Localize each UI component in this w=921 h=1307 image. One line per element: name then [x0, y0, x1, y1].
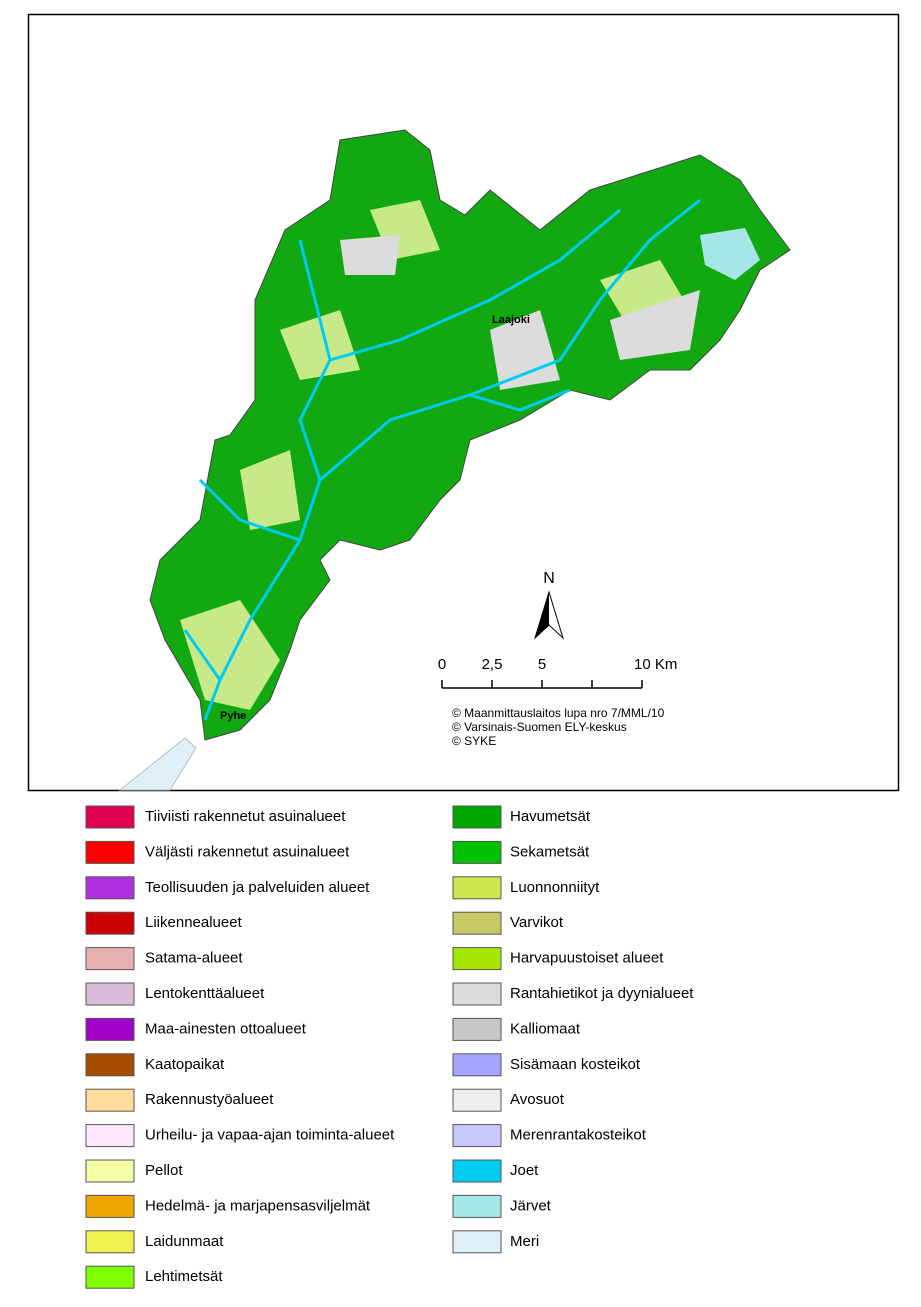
scale-label: 5 [538, 656, 546, 673]
legend-swatch [85, 1053, 135, 1077]
legend-swatch [452, 1088, 502, 1112]
legend-swatch [85, 1265, 135, 1289]
legend-swatch [85, 840, 135, 864]
legend-label: Harvapuustoiset alueet [510, 950, 664, 967]
legend-swatch [452, 1124, 502, 1148]
rivers [183, 198, 701, 721]
legend-swatch [85, 1159, 135, 1183]
legend-swatch [85, 982, 135, 1006]
legend-label: Sekametsät [510, 843, 590, 860]
legend-swatch [85, 805, 135, 829]
legend-label: Merenrantakosteikot [510, 1127, 647, 1144]
legend-swatch [452, 982, 502, 1006]
legend-swatch [452, 840, 502, 864]
legend-label: Meri [510, 1233, 539, 1250]
legend-label: Teollisuuden ja palveluiden alueet [145, 879, 370, 896]
legend-label: Luonnonniityt [510, 879, 600, 896]
legend-swatch [452, 1159, 502, 1183]
legend-label: Hedelmä- ja marjapensasviljelmät [145, 1197, 371, 1214]
legend-label: Väljästi rakennetut asuinalueet [145, 843, 350, 860]
legend-label: Järvet [510, 1197, 552, 1214]
credit: © Varsinais-Suomen ELY-keskus [452, 720, 627, 734]
legend-swatch [85, 1230, 135, 1254]
lake [700, 228, 760, 280]
legend-label: Kaatopaikat [145, 1056, 225, 1073]
legend-label: Havumetsät [510, 808, 591, 825]
credit: © SYKE [452, 734, 496, 748]
place-label: Laajoki [492, 314, 530, 326]
legend-label: Lentokenttäalueet [145, 985, 265, 1002]
sea [118, 737, 197, 791]
scale-label: 10 Km [634, 656, 677, 673]
legend-label: Laidunmaat [145, 1233, 224, 1250]
legend-swatch [452, 911, 502, 935]
legend-swatch [85, 1194, 135, 1218]
scale-label: 2,5 [482, 656, 503, 673]
scale-bar [441, 680, 643, 689]
legend-label: Lehtimetsät [145, 1268, 223, 1285]
legend-label: Maa-ainesten ottoalueet [145, 1020, 307, 1037]
legend-label: Avosuot [510, 1091, 565, 1108]
place-label: Pyhe [220, 710, 246, 722]
legend-label: Satama-alueet [145, 950, 243, 967]
legend-label: Kalliomaat [510, 1020, 581, 1037]
legend-label: Tiiviisti rakennetut asuinalueet [145, 808, 346, 825]
legend-label: Liikennealueet [145, 914, 243, 931]
legend-swatch [85, 1088, 135, 1112]
north-label: N [543, 570, 555, 587]
legend-swatch [452, 1053, 502, 1077]
legend-swatch [452, 876, 502, 900]
legend-swatch [85, 947, 135, 971]
credit: © Maanmittauslaitos lupa nro 7/MML/10 [452, 706, 665, 720]
legend-label: Joet [510, 1162, 539, 1179]
legend-label: Sisämaan kosteikot [510, 1056, 641, 1073]
legend-label: Urheilu- ja vapaa-ajan toiminta-alueet [145, 1127, 395, 1144]
scale-label: 0 [438, 656, 446, 673]
legend-swatch [452, 947, 502, 971]
legend-label: Varvikot [510, 914, 564, 931]
legend-swatch [452, 805, 502, 829]
north-arrow-shade [535, 592, 549, 638]
open-bog-patches [340, 235, 700, 390]
legend-swatch [452, 1230, 502, 1254]
legend-label: Rakennustyöalueet [145, 1091, 274, 1108]
legend-swatch [85, 1124, 135, 1148]
legend: Tiiviisti rakennetut asuinalueet Väljästi… [85, 805, 694, 1289]
legend-swatch [85, 911, 135, 935]
legend-label: Rantahietikot ja dyynialueet [510, 985, 694, 1002]
legend-swatch [452, 1194, 502, 1218]
legend-label: Pellot [145, 1162, 183, 1179]
legend-swatch [85, 876, 135, 900]
legend-swatch [452, 1017, 502, 1041]
legend-swatch [85, 1017, 135, 1041]
